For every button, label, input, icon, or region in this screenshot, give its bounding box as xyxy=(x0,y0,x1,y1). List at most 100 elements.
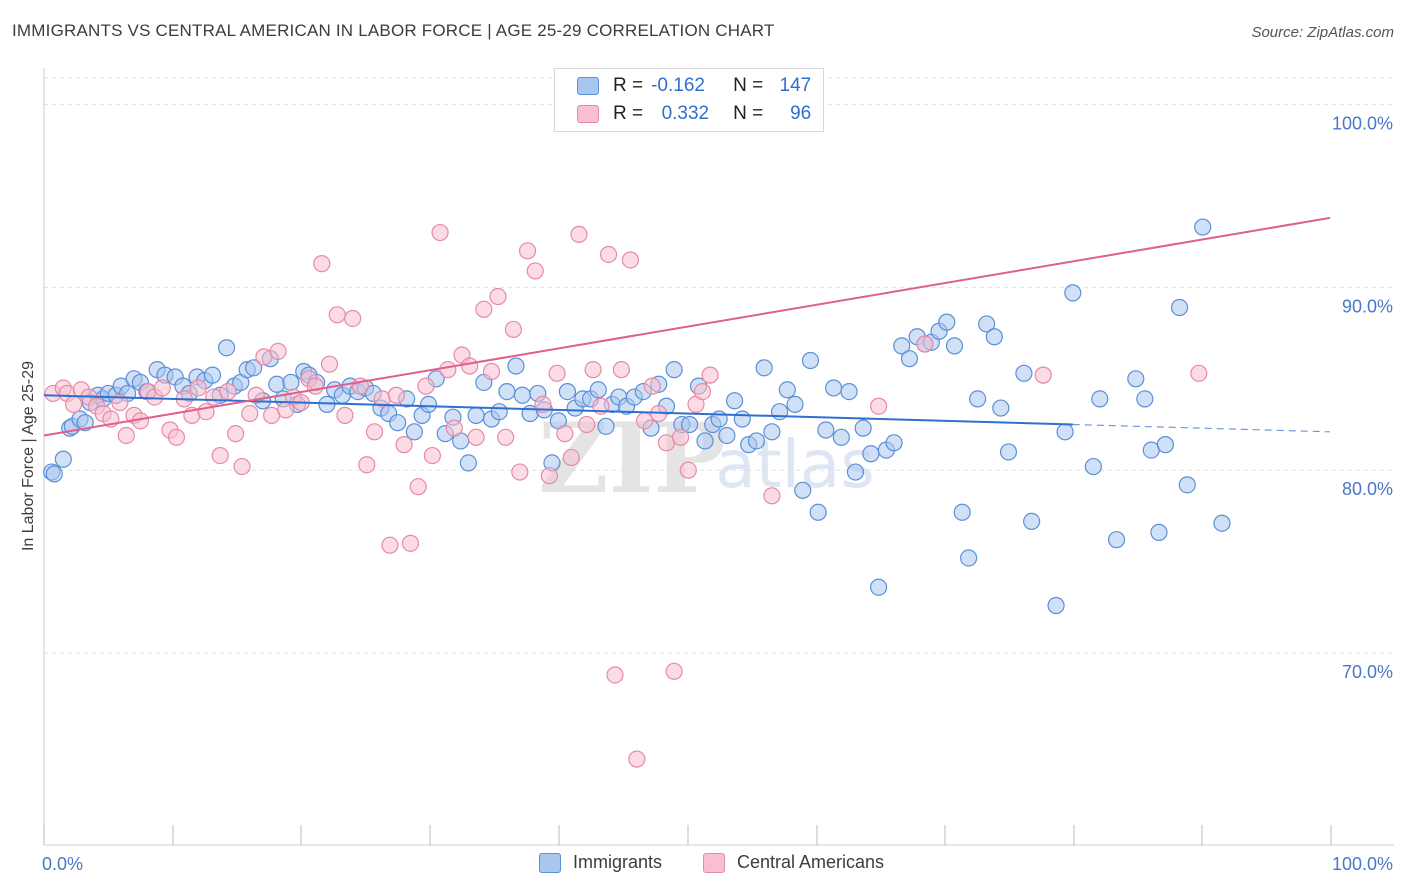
immigrants-point xyxy=(45,465,63,483)
immigrants-swatch xyxy=(577,77,599,95)
central-americans-point xyxy=(336,406,354,424)
immigrants-point xyxy=(680,415,699,434)
immigrants-point xyxy=(389,414,407,432)
central-americans-point xyxy=(313,255,331,273)
immigrants-point xyxy=(969,390,987,408)
y-tick-label: 70.0% xyxy=(1342,662,1393,682)
immigrants-point xyxy=(467,406,485,424)
central-americans-point xyxy=(445,419,463,437)
central-americans-point xyxy=(511,463,529,481)
legend-label-immigrants: Immigrants xyxy=(573,852,663,872)
central-americans-point xyxy=(612,361,631,379)
n-label: N = xyxy=(733,75,764,96)
central-americans-point xyxy=(306,377,324,395)
stats-row-immigrants: R = -0.162 N = 147 xyxy=(577,74,811,98)
y-tick-label: 100.0% xyxy=(1332,114,1393,134)
central-americans-point xyxy=(111,393,129,412)
central-americans-point xyxy=(167,428,186,446)
central-americans-point xyxy=(395,436,413,454)
immigrants-point xyxy=(597,417,615,435)
immigrants-trend-extension xyxy=(1072,423,1331,433)
immigrants-point xyxy=(513,386,531,404)
central-americans-point xyxy=(233,457,251,476)
immigrants-point xyxy=(854,419,872,437)
immigrants-point xyxy=(1091,390,1109,408)
central-americans-point xyxy=(599,245,618,264)
central-americans-point xyxy=(584,361,602,379)
central-americans-point xyxy=(526,262,544,280)
central-americans-point xyxy=(497,428,515,446)
central-americans-point xyxy=(64,395,83,413)
x-tick-label: 100.0% xyxy=(1332,854,1393,874)
immigrants-point xyxy=(825,379,843,397)
immigrants-point xyxy=(801,351,820,370)
immigrants-point xyxy=(282,373,300,392)
central-americans-swatch xyxy=(703,852,725,873)
central-americans-point xyxy=(504,320,522,339)
central-americans-point xyxy=(635,412,654,430)
source-label: Source: ZipAtlas.com xyxy=(1251,24,1394,41)
immigrants-point xyxy=(507,357,525,375)
immigrants-point xyxy=(459,454,477,472)
legend-item-immigrants[interactable]: Immigrants xyxy=(539,852,662,873)
immigrants-point xyxy=(945,337,964,355)
immigrants-point xyxy=(960,549,978,567)
central-americans-point xyxy=(548,364,566,382)
legend-item-central-americans[interactable]: Central Americans xyxy=(703,852,884,873)
immigrants-point xyxy=(1136,390,1154,408)
central-americans-point xyxy=(423,446,441,465)
y-tick-label: 90.0% xyxy=(1342,296,1393,316)
stats-legend: R = -0.162 N = 147 R = 0.332 N = 96 xyxy=(554,68,824,132)
central-americans-point xyxy=(489,287,507,306)
central-americans-point xyxy=(916,335,934,353)
central-americans-point xyxy=(344,309,362,328)
central-americans-point xyxy=(679,461,697,479)
immigrants-point xyxy=(817,421,835,439)
immigrants-point xyxy=(1047,596,1065,615)
immigrants-point xyxy=(718,426,736,445)
immigrants-point xyxy=(794,481,812,499)
immigrants-point xyxy=(900,350,919,368)
immigrants-point xyxy=(885,434,903,452)
central-americans-point xyxy=(578,415,596,434)
immigrants-point xyxy=(419,395,438,413)
immigrants-point xyxy=(938,313,956,331)
immigrants-point xyxy=(76,414,94,432)
immigrants-point xyxy=(725,392,744,410)
immigrants-point xyxy=(245,359,263,377)
central-americans-point xyxy=(439,361,457,379)
immigrants-point xyxy=(846,463,865,481)
immigrants-point xyxy=(1064,284,1082,302)
immigrants-point xyxy=(733,410,751,428)
central-americans-point xyxy=(628,750,646,768)
central-americans-point xyxy=(328,306,346,324)
axes xyxy=(43,68,1394,846)
immigrants-point xyxy=(778,381,796,399)
central-americans-point xyxy=(467,428,485,446)
central-americans-point xyxy=(358,456,376,474)
immigrants-point xyxy=(589,381,607,399)
central-americans-point xyxy=(320,355,339,373)
immigrants-point xyxy=(870,578,888,596)
central-americans-point xyxy=(381,536,399,554)
n-label: N = xyxy=(733,103,764,124)
series-legend: Immigrants Central Americans xyxy=(0,852,1406,878)
r-label: R = xyxy=(613,103,644,124)
central-americans-point xyxy=(482,362,501,381)
central-americans-point xyxy=(621,251,640,269)
x-tick-label: 0.0% xyxy=(42,854,83,874)
central-americans-point xyxy=(540,467,558,485)
central-americans-point xyxy=(117,426,135,445)
immigrants-point xyxy=(763,423,781,441)
central-americans-point xyxy=(365,423,384,441)
central-americans-point xyxy=(189,379,207,397)
immigrants-point xyxy=(1015,364,1033,382)
immigrants-point xyxy=(268,375,286,393)
trend-lines xyxy=(43,216,1331,437)
central-americans-point xyxy=(693,382,712,401)
immigrants-point xyxy=(893,337,911,355)
central-americans-point xyxy=(671,428,690,446)
immigrants-point xyxy=(218,339,236,357)
immigrants-point xyxy=(755,359,773,377)
immigrants-point xyxy=(809,503,827,521)
